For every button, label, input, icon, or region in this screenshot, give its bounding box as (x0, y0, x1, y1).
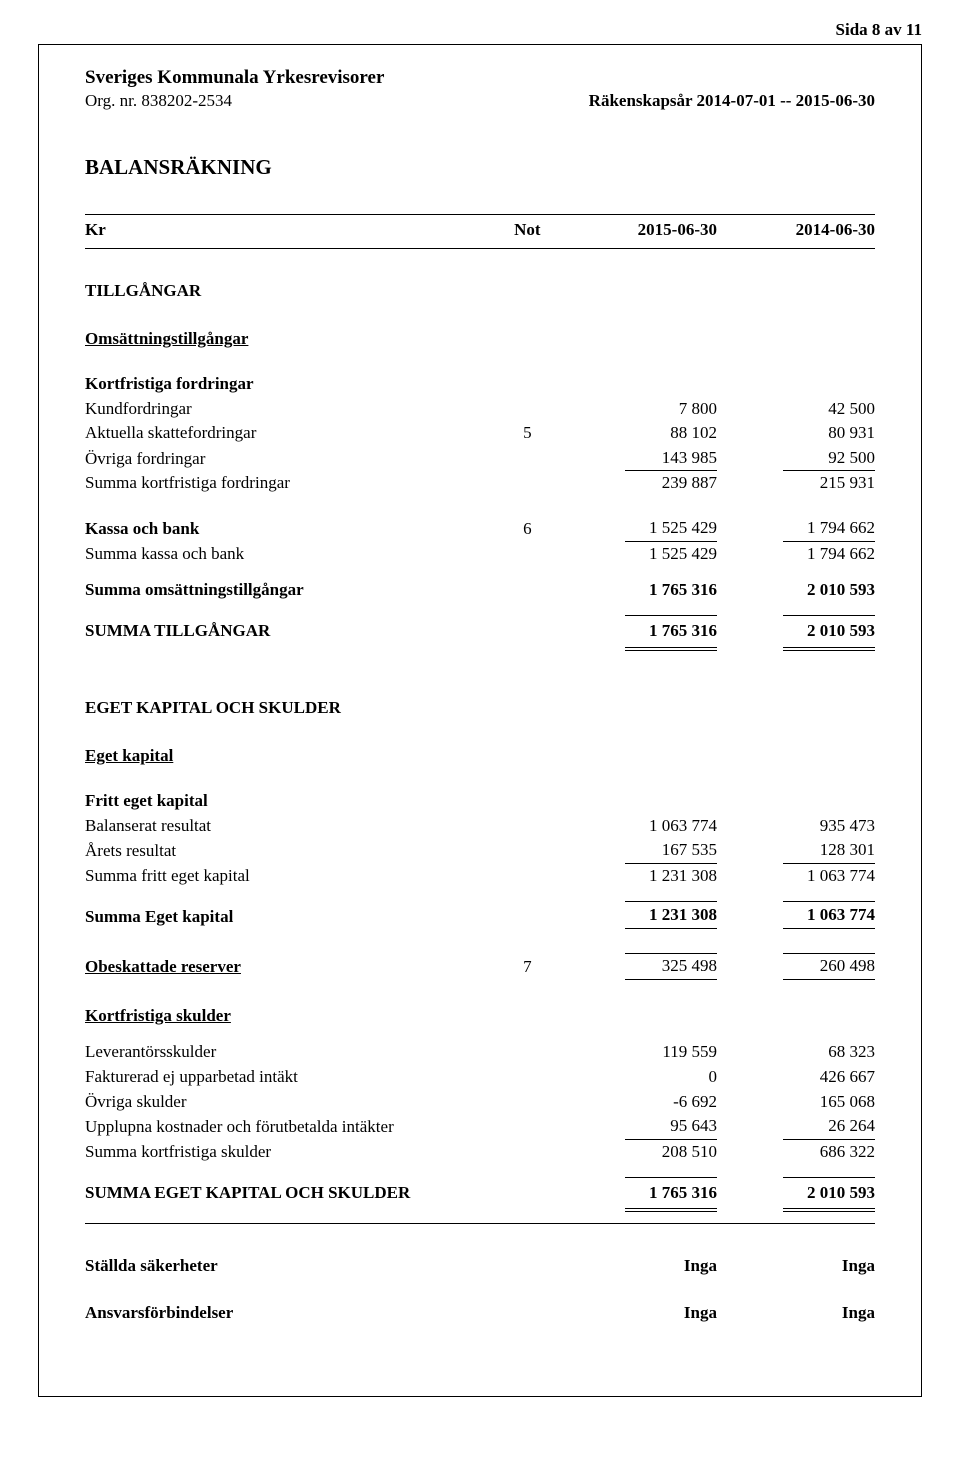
row-summa-fritt-eget-kapital: Summa fritt eget kapital 1 231 308 1 063… (85, 864, 875, 889)
subheading-kortfristiga-skulder: Kortfristiga skulder (85, 980, 875, 1029)
divider-line (85, 1205, 875, 1224)
group-kortfristiga-fordringar: Kortfristiga fordringar (85, 352, 875, 397)
row-obeskattade-reserver: Obeskattade reserver 7 325 498 260 498 (85, 929, 875, 980)
row-summa-eks: SUMMA EGET KAPITAL OCH SKULDER 1 765 316… (85, 1177, 875, 1206)
header-kr: Kr (85, 215, 496, 249)
balance-table: Kr Not 2015-06-30 2014-06-30 TILLGÅNGAR … (85, 214, 875, 1326)
org-name: Sveriges Kommunala Yrkesrevisorer (85, 67, 384, 89)
header-col-a: 2015-06-30 (559, 215, 717, 249)
row-summa-kortfristiga-skulder: Summa kortfristiga skulder 208 510 686 3… (85, 1140, 875, 1165)
page: Sida 8 av 11 Sveriges Kommunala Yrkesrev… (0, 0, 960, 1457)
row-summa-kassa-bank: Summa kassa och bank 1 525 429 1 794 662 (85, 542, 875, 567)
page-number: Sida 8 av 11 (38, 20, 922, 40)
row-kundfordringar: Kundfordringar 7 800 42 500 (85, 397, 875, 422)
section-eget-kapital-skulder: EGET KAPITAL OCH SKULDER (85, 666, 875, 721)
row-aktuella-skattefordringar: Aktuella skattefordringar 5 88 102 80 93… (85, 421, 875, 446)
document-title: BALANSRÄKNING (85, 155, 875, 180)
section-tillgangar: TILLGÅNGAR (85, 248, 875, 303)
header-col-b: 2014-06-30 (717, 215, 875, 249)
row-leverantorsskulder: Leverantörsskulder 119 559 68 323 (85, 1040, 875, 1065)
row-stallda-sakerheter: Ställda säkerheter Inga Inga (85, 1224, 875, 1279)
org-number: Org. nr. 838202-2534 (85, 91, 384, 111)
org-block: Sveriges Kommunala Yrkesrevisorer Org. n… (85, 67, 384, 111)
header-row: Sveriges Kommunala Yrkesrevisorer Org. n… (85, 67, 875, 111)
document-frame: Sveriges Kommunala Yrkesrevisorer Org. n… (38, 44, 922, 1397)
row-fakturerad-ej-upparbetad: Fakturerad ej upparbetad intäkt 0 426 66… (85, 1065, 875, 1090)
table-header-row: Kr Not 2015-06-30 2014-06-30 (85, 215, 875, 249)
subheading-eget-kapital: Eget kapital (85, 720, 875, 769)
row-ansvarsforbindelser: Ansvarsförbindelser Inga Inga (85, 1279, 875, 1326)
row-balanserat-resultat: Balanserat resultat 1 063 774 935 473 (85, 814, 875, 839)
row-summa-omsattningstillgangar: Summa omsättningstillgångar 1 765 316 2 … (85, 578, 875, 603)
row-arets-resultat: Årets resultat 167 535 128 301 (85, 838, 875, 864)
row-summa-kortfristiga-fordringar: Summa kortfristiga fordringar 239 887 21… (85, 471, 875, 496)
group-kassa-bank: Kassa och bank 6 1 525 429 1 794 662 (85, 496, 875, 542)
subheading-omsattning: Omsättningstillgångar (85, 303, 875, 352)
header-not: Not (496, 215, 559, 249)
row-summa-tillgangar: SUMMA TILLGÅNGAR 1 765 316 2 010 593 (85, 615, 875, 644)
row-ovriga-skulder: Övriga skulder -6 692 165 068 (85, 1090, 875, 1115)
row-summa-eget-kapital: Summa Eget kapital 1 231 308 1 063 774 (85, 901, 875, 930)
fiscal-year: Räkenskapsår 2014-07-01 -- 2015-06-30 (589, 91, 875, 111)
row-upplupna-kostnader: Upplupna kostnader och förutbetalda intä… (85, 1114, 875, 1140)
group-fritt-eget-kapital: Fritt eget kapital (85, 769, 875, 814)
row-ovriga-fordringar: Övriga fordringar 143 985 92 500 (85, 446, 875, 472)
